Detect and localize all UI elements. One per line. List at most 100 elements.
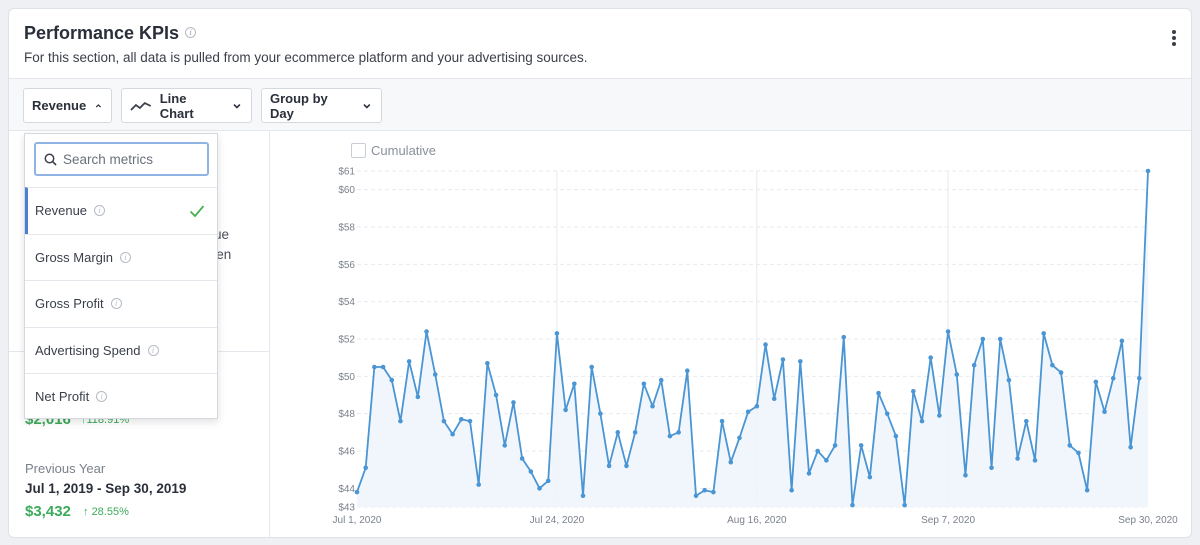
data-point — [415, 394, 421, 400]
data-point — [832, 443, 838, 448]
group-by-button[interactable]: Group by Day — [261, 88, 382, 123]
data-point — [1093, 379, 1099, 385]
info-icon[interactable]: i — [110, 298, 122, 310]
data-point — [615, 430, 621, 435]
data-point — [450, 431, 455, 437]
data-point — [980, 336, 986, 342]
chevron-down-icon — [233, 103, 241, 109]
info-icon[interactable]: i — [147, 344, 159, 356]
data-point — [711, 489, 716, 495]
data-point — [945, 329, 951, 334]
revenue-line-chart: $43 $44 $46 $48 $50 $52 $54 $56 $58 $60 $61 Jul 1, … — [333, 167, 1179, 527]
data-point — [519, 456, 525, 461]
data-point — [606, 463, 612, 469]
data-point — [902, 502, 907, 508]
data-point — [745, 409, 751, 415]
data-point — [545, 478, 551, 484]
metric-dropdown: Revenue i Gross Margin i Gross Profit i Adv… — [24, 133, 218, 419]
data-point — [1032, 458, 1038, 463]
y-tick-label: $52 — [338, 335, 355, 346]
x-tick-label: Jul 1, 2020 — [333, 515, 382, 526]
chart-type-button[interactable]: Line Chart — [121, 88, 252, 123]
metric-option-label: Net Profit — [35, 389, 90, 405]
data-point — [467, 418, 473, 424]
data-point — [919, 418, 925, 424]
card-header: Performance KPIs i For this section, all … — [9, 9, 1191, 79]
data-point — [850, 502, 855, 508]
chevron-down-icon — [363, 103, 371, 109]
data-point — [1145, 168, 1151, 174]
y-tick-label: $46 — [338, 447, 355, 458]
data-point — [702, 487, 707, 493]
data-point — [372, 364, 377, 370]
data-point — [737, 435, 742, 441]
data-point — [971, 362, 977, 368]
x-tick-label: Sep 7, 2020 — [921, 515, 975, 526]
data-point — [441, 418, 447, 424]
data-point — [911, 388, 916, 394]
y-tick-label: $60 — [338, 185, 355, 196]
data-point — [1041, 331, 1046, 336]
y-tick-label: $54 — [338, 297, 355, 308]
data-point — [1110, 375, 1116, 381]
data-point — [780, 357, 786, 362]
info-icon[interactable]: i — [94, 205, 106, 217]
metric-select-label: Revenue — [32, 98, 87, 113]
data-point — [363, 465, 368, 471]
data-point — [867, 474, 873, 480]
data-point — [354, 489, 360, 495]
metric-option-label: Advertising Spend — [35, 342, 141, 358]
data-point — [754, 403, 760, 409]
card-subtitle: For this section, all data is pulled fro… — [24, 50, 588, 65]
data-point — [406, 359, 412, 364]
info-icon[interactable]: i — [96, 391, 108, 403]
y-tick-label: $44 — [338, 484, 355, 495]
data-point — [572, 381, 577, 387]
check-icon — [189, 205, 205, 218]
data-point — [493, 392, 499, 398]
previous-change: ↑ 28.55% — [83, 506, 129, 518]
data-point — [858, 443, 864, 448]
data-point — [954, 372, 960, 377]
more-options-icon[interactable] — [1171, 30, 1177, 46]
data-point — [632, 430, 638, 435]
metric-option-net-profit[interactable]: Net Profit i — [25, 373, 217, 420]
metric-select-button[interactable]: Revenue — [23, 88, 112, 123]
data-point — [1102, 409, 1107, 415]
data-point — [641, 381, 647, 387]
data-point — [989, 465, 994, 471]
data-point — [1050, 362, 1055, 368]
data-point — [580, 493, 586, 499]
metric-option-gross-profit[interactable]: Gross Profit i — [25, 280, 217, 327]
data-point — [554, 331, 560, 336]
search-input[interactable] — [63, 151, 193, 167]
previous-year-range: Jul 1, 2019 - Sep 30, 2019 — [25, 481, 187, 496]
x-tick-label: Jul 24, 2020 — [530, 515, 585, 526]
data-point — [685, 368, 690, 374]
data-point — [650, 403, 655, 409]
info-icon[interactable]: i — [120, 251, 132, 263]
cumulative-toggle[interactable]: Cumulative — [351, 143, 436, 158]
data-point — [693, 493, 699, 499]
chart-type-label: Line Chart — [159, 90, 194, 121]
metric-option-revenue[interactable]: Revenue i — [25, 187, 217, 234]
data-point — [667, 433, 673, 439]
metric-option-label: Revenue — [35, 203, 88, 219]
group-by-label: Group by Day — [270, 90, 328, 121]
y-tick-label: $56 — [338, 260, 355, 271]
arrow-up-icon: ↑ — [81, 414, 87, 426]
cumulative-label: Cumulative — [371, 143, 437, 158]
y-tick-label: $43 — [338, 503, 355, 514]
cumulative-checkbox[interactable] — [351, 143, 366, 158]
chart-toolbar: Revenue Line Chart Group by Day — [9, 79, 1191, 131]
y-tick-label: $58 — [338, 223, 355, 234]
metric-option-gross-margin[interactable]: Gross Margin i — [25, 233, 217, 281]
metric-option-label: Gross Margin — [35, 249, 114, 265]
info-icon[interactable]: i — [185, 27, 197, 39]
metric-option-advertising-spend[interactable]: Advertising Spend i — [25, 326, 217, 374]
data-point — [1015, 456, 1020, 461]
data-point — [893, 433, 899, 439]
data-point — [502, 443, 508, 448]
data-point — [1024, 418, 1029, 424]
previous-change-value: 28.55% — [91, 506, 129, 518]
